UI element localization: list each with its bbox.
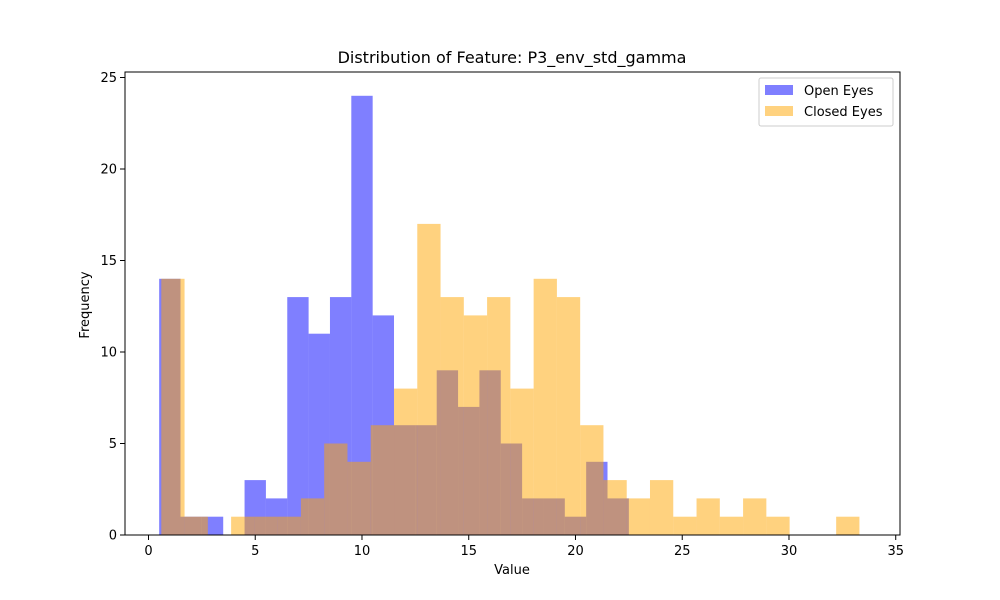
x-tick-label-5: 5 (251, 544, 259, 559)
bar-closed-eyes-8 (347, 461, 371, 535)
bar-closed-eyes-29 (836, 516, 860, 535)
x-tick-label-10: 10 (354, 544, 371, 559)
bar-open-eyes-6 (287, 297, 309, 535)
legend-swatch-open-eyes (765, 85, 793, 95)
legend-label-open-eyes: Open Eyes (804, 84, 874, 99)
y-tick-label-10: 10 (100, 345, 117, 360)
bar-closed-eyes-10 (394, 388, 418, 535)
bar-closed-eyes-7 (324, 443, 348, 535)
bars-layer (159, 95, 860, 535)
x-tick-label-15: 15 (460, 544, 477, 559)
bar-closed-eyes-4 (254, 516, 278, 535)
bar-closed-eyes-25 (743, 498, 767, 535)
y-tick-label-25: 25 (100, 71, 117, 86)
legend-swatch-closed-eyes (765, 106, 793, 116)
legend-label-closed-eyes: Closed Eyes (804, 105, 883, 120)
bar-closed-eyes-26 (766, 516, 790, 535)
x-axis-label: Value (494, 563, 530, 578)
x-tick-label-20: 20 (567, 544, 584, 559)
bar-closed-eyes-14 (487, 297, 511, 535)
bar-open-eyes-9 (351, 95, 373, 535)
bar-closed-eyes-23 (696, 498, 720, 535)
bar-closed-eyes-17 (556, 297, 581, 535)
bar-closed-eyes-21 (649, 480, 674, 535)
bar-closed-eyes-11 (417, 223, 441, 535)
y-axis-label: Frequency (78, 271, 93, 338)
bar-closed-eyes-16 (533, 278, 557, 535)
x-tick-label-35: 35 (887, 544, 904, 559)
bar-closed-eyes-0 (161, 278, 185, 535)
bar-closed-eyes-5 (277, 516, 301, 535)
bar-closed-eyes-22 (673, 516, 697, 535)
bar-closed-eyes-24 (719, 516, 744, 535)
bar-closed-eyes-9 (370, 425, 395, 535)
x-tick-label-30: 30 (781, 544, 798, 559)
axes-layer: 0 5 10 15 20 25 30 35 0 5 10 15 20 25 (100, 71, 904, 559)
plot-frame (124, 71, 901, 536)
bar-closed-eyes-1 (184, 516, 208, 535)
chart-title: Distribution of Feature: P3_env_std_gamm… (338, 48, 687, 68)
y-tick-label-0: 0 (109, 529, 117, 544)
x-tick-label-0: 0 (144, 544, 152, 559)
bar-closed-eyes-15 (510, 388, 534, 535)
bar-closed-eyes-18 (580, 425, 604, 535)
bar-closed-eyes-19 (603, 480, 627, 535)
y-tick-label-20: 20 (100, 162, 117, 177)
bar-closed-eyes-3 (231, 516, 255, 535)
x-tick-label-25: 25 (674, 544, 691, 559)
bar-closed-eyes-20 (626, 498, 650, 535)
bar-closed-eyes-12 (440, 297, 464, 535)
bar-closed-eyes-6 (300, 498, 325, 535)
y-tick-label-15: 15 (100, 254, 117, 269)
y-tick-label-5: 5 (109, 437, 117, 452)
legend: Open Eyes Closed Eyes (758, 77, 894, 127)
bar-closed-eyes-13 (463, 315, 488, 535)
